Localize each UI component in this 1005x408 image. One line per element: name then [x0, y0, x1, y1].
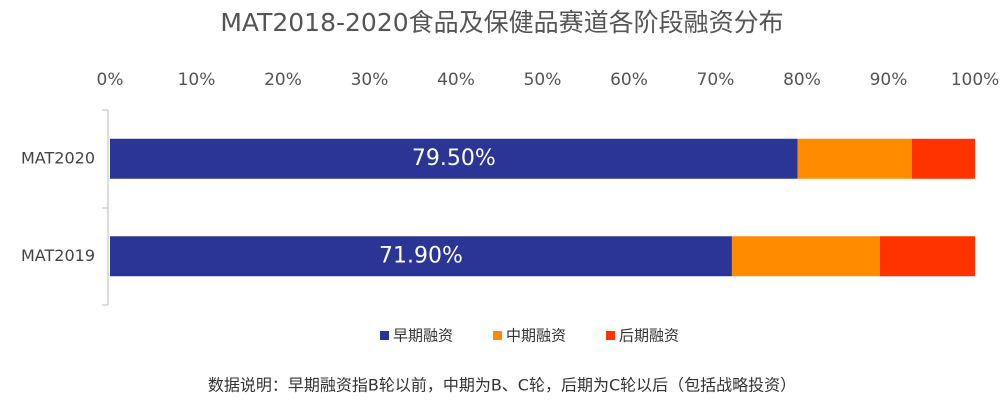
bar-segment	[797, 138, 912, 179]
x-tick-label: 80%	[783, 70, 821, 90]
value-label: 71.90%	[379, 243, 463, 268]
bar-segment	[110, 236, 732, 277]
chart-title: MAT2018-2020食品及保健品赛道各阶段融资分布	[220, 8, 783, 37]
legend-swatch	[380, 331, 389, 340]
bar-segment	[110, 138, 798, 179]
bar-segment	[911, 138, 975, 179]
footnote: 数据说明：早期融资指B轮以前，中期为B、C轮，后期为C轮以后（包括战略投资）	[208, 376, 796, 395]
x-tick-label: 50%	[524, 70, 562, 90]
legend-label: 早期融资	[393, 327, 453, 345]
x-tick-label: 10%	[178, 70, 216, 90]
x-tick-label: 70%	[697, 70, 735, 90]
x-tick-label: 30%	[351, 70, 389, 90]
x-tick-label: 20%	[264, 70, 302, 90]
x-tick-label: 90%	[870, 70, 908, 90]
bar-segment	[731, 236, 880, 277]
legend-label: 中期融资	[506, 327, 566, 345]
y-tick-label: MAT2019	[21, 246, 95, 265]
bar-segment	[879, 236, 975, 277]
x-tick-label: 60%	[610, 70, 648, 90]
legend-swatch	[606, 331, 616, 340]
y-tick-label: MAT2020	[21, 148, 95, 167]
x-tick-label: 0%	[97, 70, 124, 90]
value-label: 79.50%	[412, 146, 496, 171]
x-tick-label: 40%	[437, 70, 475, 90]
legend-swatch	[493, 331, 503, 340]
legend-label: 后期融资	[619, 327, 679, 345]
x-tick-label: 100%	[951, 70, 1000, 90]
